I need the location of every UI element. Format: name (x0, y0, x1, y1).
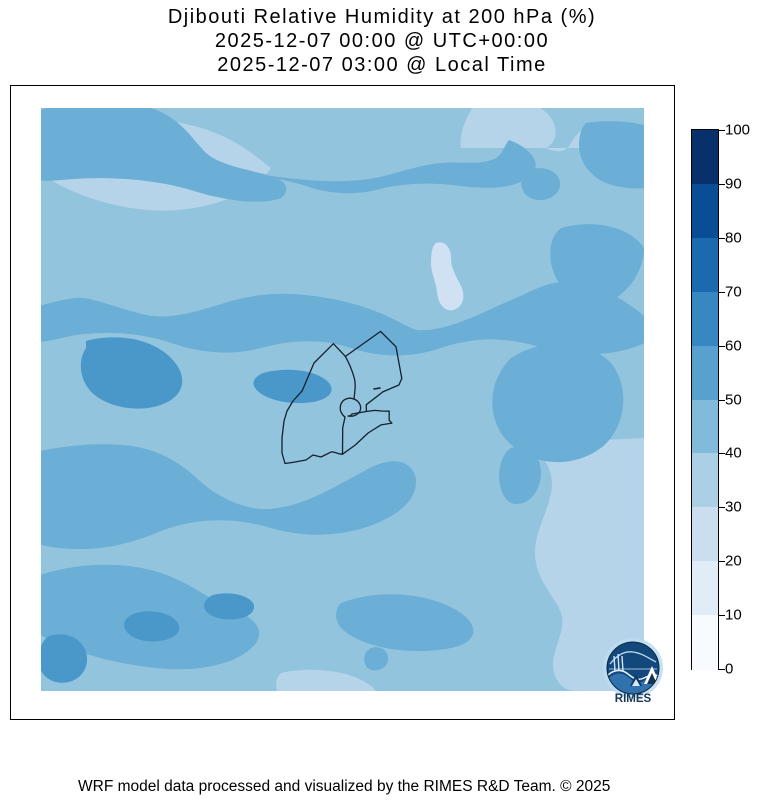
svg-text:RIMES: RIMES (615, 693, 652, 705)
